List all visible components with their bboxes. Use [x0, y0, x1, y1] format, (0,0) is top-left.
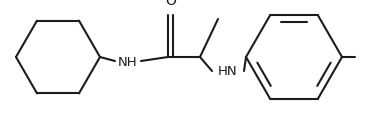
Text: NH: NH: [118, 55, 138, 68]
Text: HN: HN: [218, 65, 238, 78]
Text: O: O: [165, 0, 176, 8]
